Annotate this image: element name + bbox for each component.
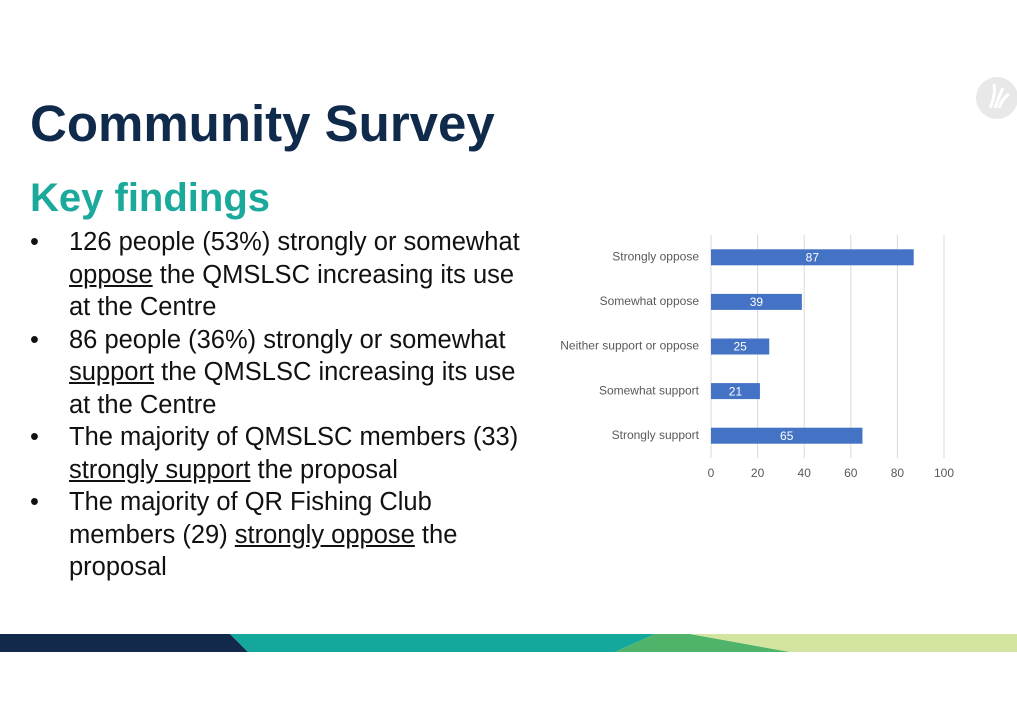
subtitle: Key findings [30,176,271,220]
stripe [230,634,655,652]
bar [711,249,914,266]
x-tick-label: 40 [798,466,812,480]
bar [711,293,802,310]
bullet: 86 people (36%) strongly or somewhat sup… [30,324,534,422]
stripe [615,634,790,652]
stripe [0,634,248,652]
chart: 0 20 40 60 80 100 Strongly oppose 87 Somewhat op… [560,235,954,480]
data-label: 39 [750,295,764,309]
y-tick-label: Neither support or oppose [560,339,699,353]
stripe [690,634,1017,652]
bullet: 126 people (53%) strongly or somewhat op… [30,226,534,324]
bullet-text: 126 people (53%) strongly or somewhat [69,228,520,256]
data-label: 21 [729,384,743,398]
bullet: The majority of QR Fishing Club members … [30,486,534,584]
data-label: 25 [733,340,747,354]
y-tick-label: Strongly support [612,428,700,442]
x-tick-label: 100 [934,466,954,480]
underlined-text: strongly oppose [234,520,415,549]
bullet-text: The majority of QMSLSC members (33) [69,423,519,451]
x-tick-label: 20 [751,466,765,480]
x-tick-label: 80 [891,466,905,480]
logo-mark [988,83,1010,109]
bullet-text: 86 people (36%) strongly or somewhat [69,325,506,354]
bullet: The majority of QMSLSC members (33) stro… [30,421,534,486]
bullet-text: the proposal [69,520,458,582]
y-tick-label: Somewhat oppose [600,294,700,308]
bullet-list: 126 people (53%) strongly or somewhat op… [30,226,540,584]
bar [711,383,760,400]
underlined-text: support [69,358,155,386]
bar [711,427,863,444]
underlined-text: strongly support [69,455,251,484]
underlined-text: oppose [69,260,153,289]
bar [711,338,770,355]
bullet-text: the proposal [250,455,398,484]
bullet-text: the QMSLSC increasing its use at the Cen… [69,260,515,322]
y-tick-label: Strongly oppose [612,249,699,263]
x-tick-label: 60 [844,466,858,480]
title: Community Survey [30,95,495,152]
bullet-text: the QMSLSC increasing its use at the Cen… [69,358,516,419]
x-tick-label: 0 [708,466,715,480]
logo [976,77,1017,119]
data-label: 65 [780,429,794,443]
bullet-text: The majority of QR Fishing Club members … [69,488,432,549]
y-tick-label: Somewhat support [599,383,700,397]
data-label: 87 [806,250,820,264]
